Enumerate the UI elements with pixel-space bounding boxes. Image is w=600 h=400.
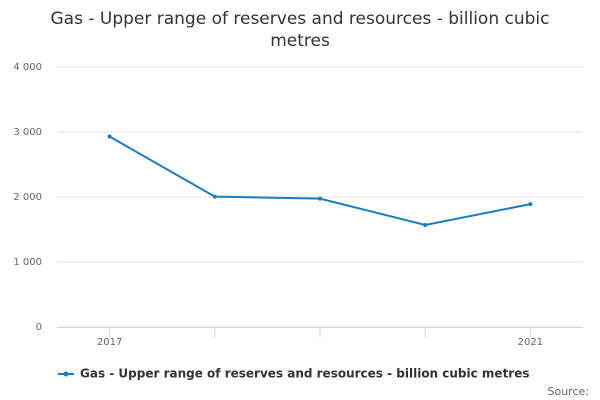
point [107,134,112,139]
point [423,222,428,227]
y-tick-label: 0 [36,322,42,333]
point [318,196,322,201]
y-tick-label: 2 000 [13,192,42,203]
source: Source: [548,385,590,398]
point [528,202,533,207]
x-tick-label: 2021 [518,337,543,348]
x-tick-label: 2017 [97,337,122,348]
y-tick-label: 3 000 [13,127,42,138]
y-tick-label: 4 000 [13,62,42,73]
legend-marker [63,371,69,377]
point [212,194,217,199]
y-tick-label: 1 000 [13,257,42,268]
chart-title: Gas - Upper range of reserves and resour… [50,9,550,51]
legend-label: Gas - Upper range of reserves and resour… [80,367,530,381]
line-series [109,135,531,226]
